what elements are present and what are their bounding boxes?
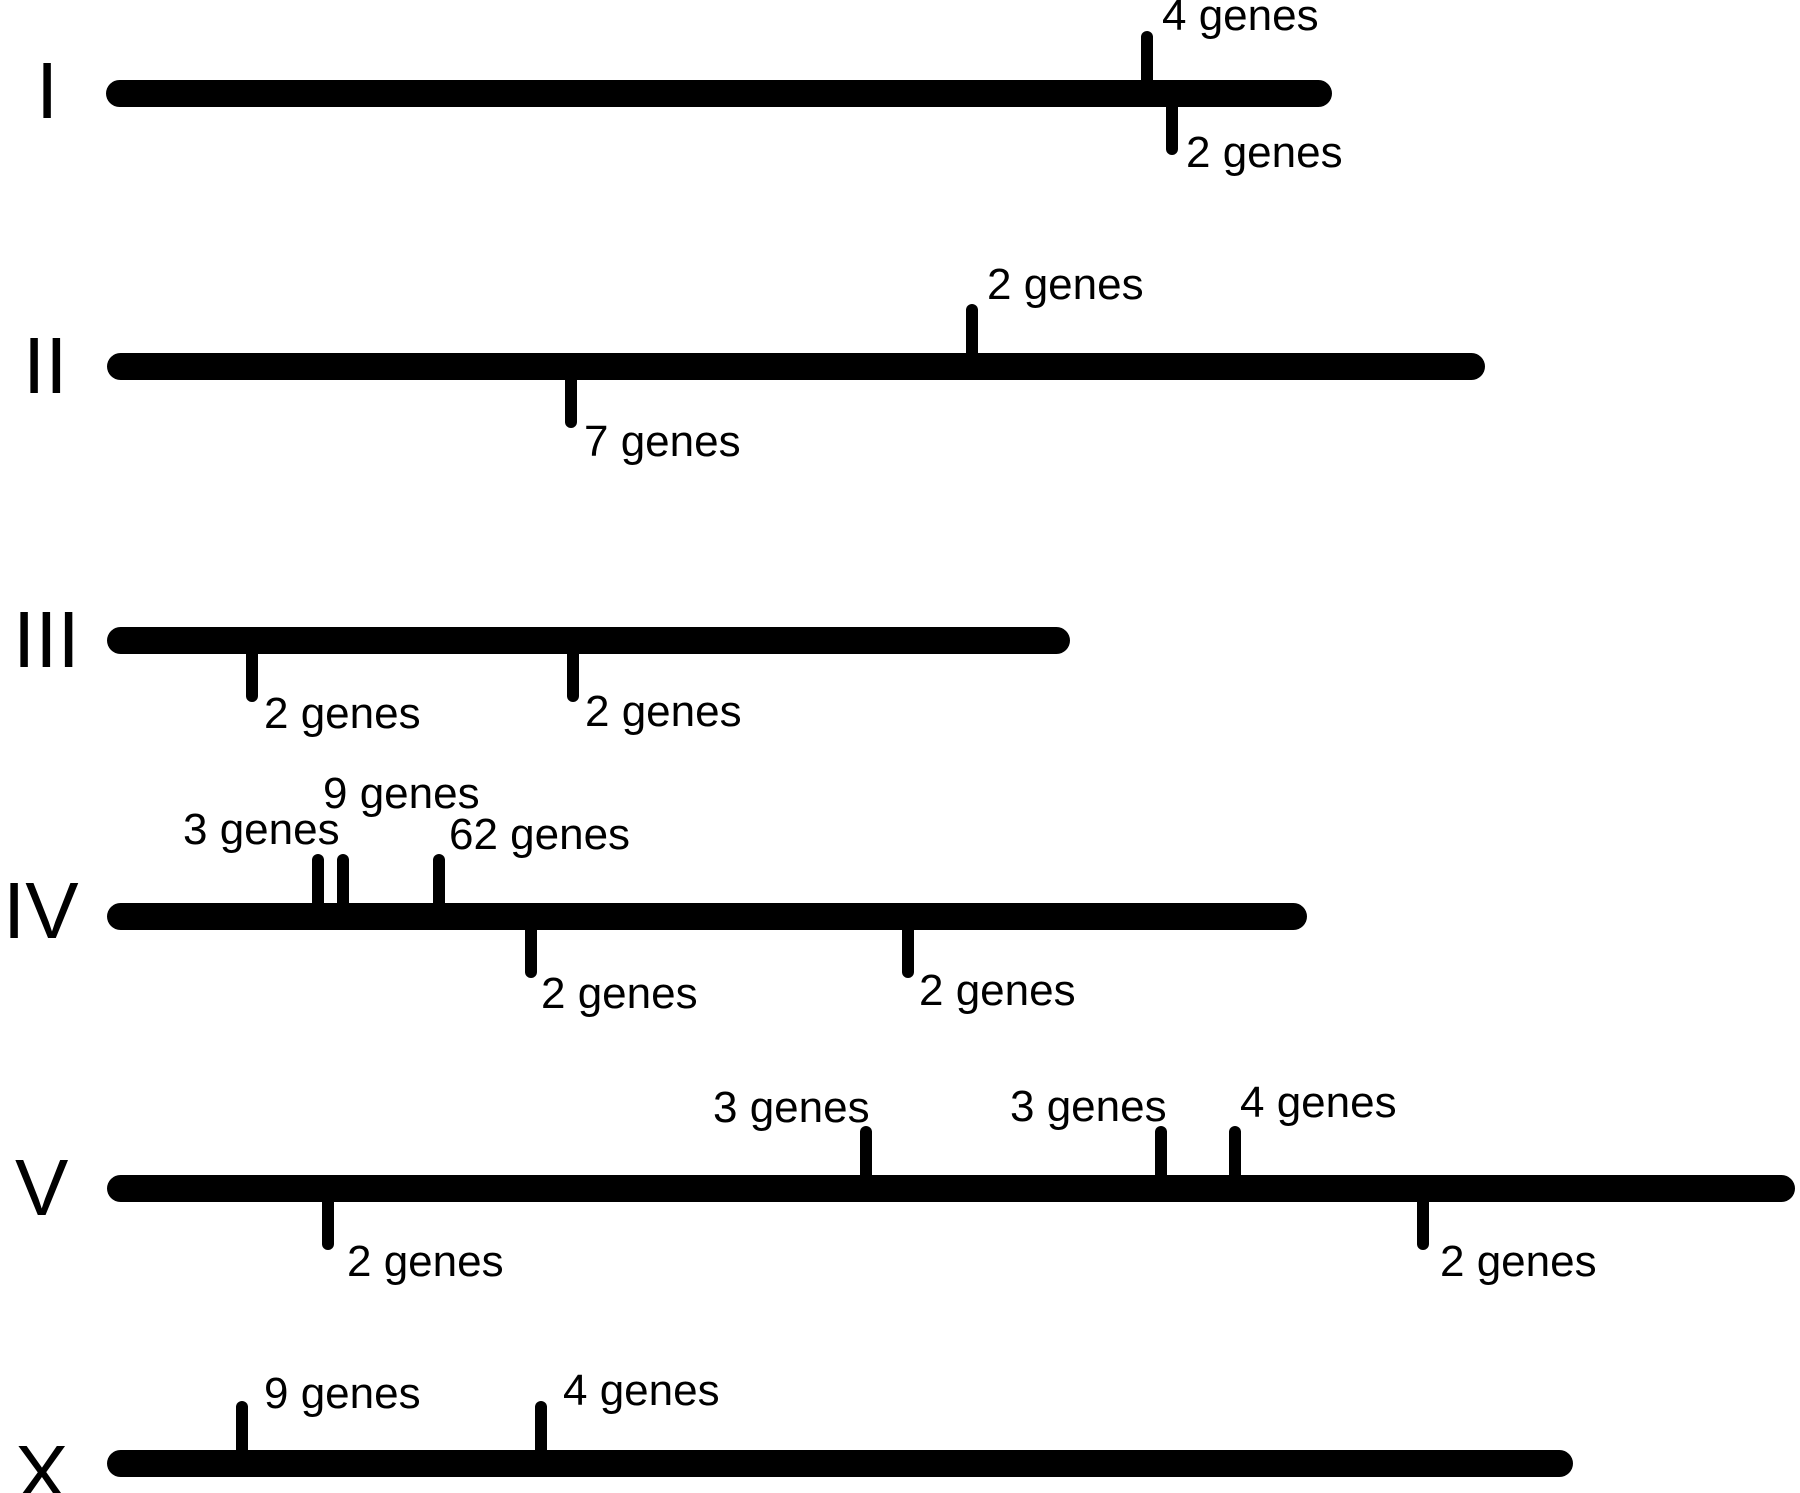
gene-cluster-tick (966, 304, 978, 366)
gene-cluster-label: 2 genes (585, 687, 742, 736)
chromosome-bar (107, 1449, 1573, 1477)
chromosome-bar (107, 1174, 1795, 1202)
gene-cluster-label: 2 genes (541, 969, 698, 1018)
gene-cluster-label: 3 genes (1010, 1082, 1167, 1131)
gene-cluster-label: 3 genes (183, 805, 340, 854)
chromosome-bar (107, 626, 1070, 654)
gene-cluster-tick (525, 916, 537, 978)
gene-cluster-tick (902, 916, 914, 978)
gene-cluster-label: 9 genes (323, 769, 480, 818)
chromosome-label: III (13, 595, 80, 684)
gene-cluster-label: 2 genes (1186, 128, 1343, 177)
chromosome-label: V (15, 1143, 69, 1232)
gene-cluster-label: 2 genes (264, 689, 421, 738)
gene-cluster-tick (337, 854, 349, 916)
gene-cluster-label: 2 genes (1440, 1237, 1597, 1286)
chromosome-bar (107, 352, 1485, 380)
gene-cluster-label: 2 genes (919, 966, 1076, 1015)
chromosome-label: IV (3, 866, 79, 955)
gene-cluster-tick (433, 854, 445, 916)
gene-cluster-tick (312, 854, 324, 916)
gene-cluster-label: 2 genes (347, 1237, 504, 1286)
gene-cluster-label: 9 genes (264, 1369, 421, 1418)
gene-cluster-tick (535, 1401, 547, 1463)
chromosome-label: I (36, 46, 59, 135)
gene-cluster-label: 7 genes (584, 417, 741, 466)
gene-cluster-label: 2 genes (987, 260, 1144, 309)
chromosome-bar (106, 79, 1332, 107)
gene-cluster-tick (1155, 1126, 1167, 1188)
gene-cluster-tick (246, 640, 258, 702)
gene-cluster-tick (236, 1401, 248, 1463)
gene-cluster-label: 4 genes (1162, 0, 1319, 40)
chromosome-label: II (23, 321, 68, 410)
chromosome-bar (107, 902, 1307, 930)
gene-cluster-tick (565, 366, 577, 428)
gene-cluster-label: 4 genes (1240, 1078, 1397, 1127)
gene-cluster-tick (1417, 1188, 1429, 1250)
chromosome-label: X (15, 1429, 69, 1493)
gene-cluster-tick (1229, 1126, 1241, 1188)
gene-cluster-tick (567, 640, 579, 702)
gene-cluster-tick (1166, 93, 1178, 155)
gene-cluster-tick (322, 1188, 334, 1250)
gene-cluster-label: 62 genes (449, 810, 631, 859)
gene-cluster-label: 3 genes (713, 1083, 870, 1132)
gene-cluster-tick (860, 1126, 872, 1188)
gene-cluster-tick (1141, 31, 1153, 93)
gene-cluster-label: 4 genes (563, 1366, 720, 1415)
